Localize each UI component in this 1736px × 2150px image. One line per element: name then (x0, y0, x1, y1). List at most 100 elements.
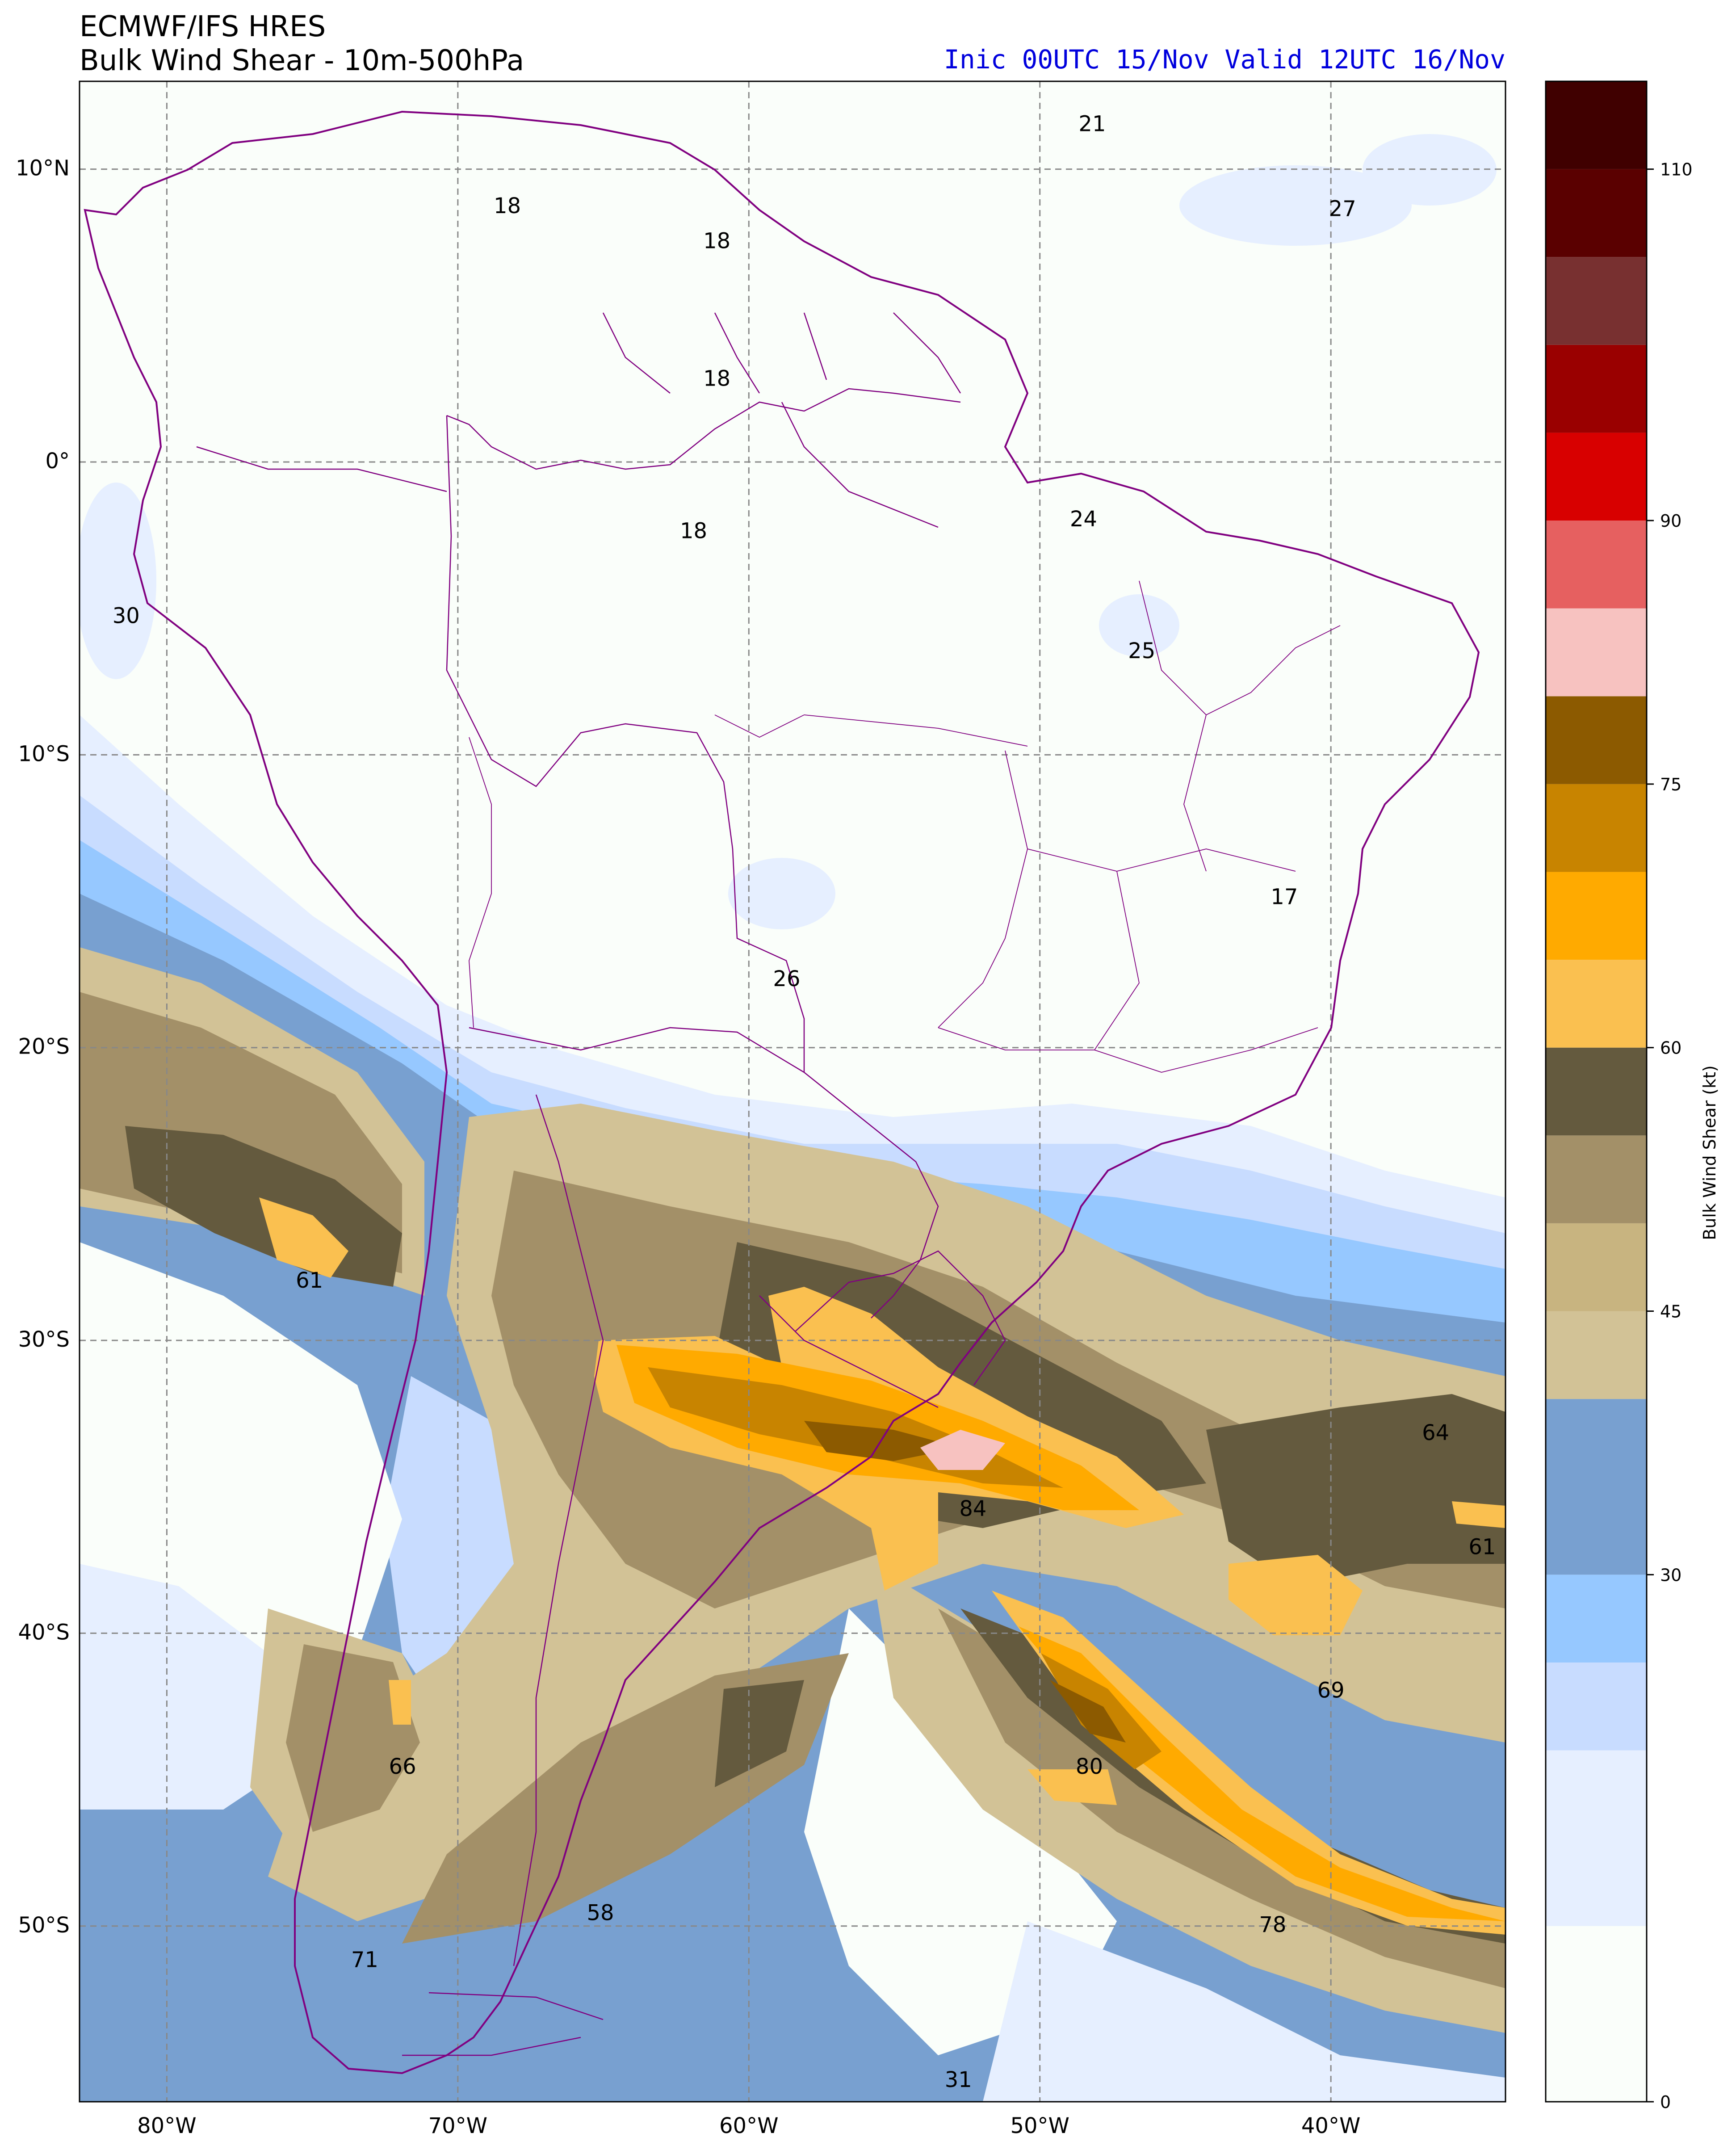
country-border (759, 1295, 939, 1408)
colorbar-tick-label: 90 (1660, 511, 1681, 531)
longitude-tick-label: 50°W (1010, 2113, 1069, 2138)
colorbar-label: Bulk Wind Shear (kt) (1700, 1065, 1719, 1240)
country-border (402, 1992, 604, 2056)
value-label: 17 (1271, 884, 1298, 909)
latitude-labels: 10°N 0° 10°S 20°S 30°S 40°S 50°S (16, 156, 70, 1938)
country-border (196, 446, 447, 492)
shear-field (80, 134, 1505, 2102)
value-label: 26 (773, 966, 800, 991)
longitude-labels: 80°W 70°W 60°W 50°W 40°W (137, 2113, 1360, 2138)
shear-band-60 (389, 1680, 411, 1725)
longitude-tick-label: 60°W (719, 2113, 779, 2138)
shear-band-60 (1452, 1501, 1505, 1528)
value-label: 84 (959, 1496, 986, 1521)
latitude-tick-label: 50°S (18, 1913, 70, 1938)
low-shear-patch (983, 1921, 1505, 2102)
latitude-tick-label: 10°S (18, 741, 70, 766)
value-label: 61 (296, 1268, 323, 1293)
shear-band-75 (804, 1421, 960, 1461)
shear-band-75 (1050, 1680, 1126, 1743)
value-label: 66 (389, 1754, 416, 1779)
shear-band-60 (992, 1591, 1505, 1935)
country-border (513, 1094, 604, 1966)
shear-band-50 (286, 1644, 420, 1832)
value-label: 30 (113, 603, 140, 628)
longitude-tick-label: 80°W (137, 2113, 197, 2138)
country-border (446, 388, 961, 470)
colorbar-segment (1546, 1926, 1647, 2102)
value-label: 69 (1317, 1678, 1345, 1703)
country-border (469, 1027, 805, 1073)
value-label: 64 (1422, 1420, 1449, 1445)
colorbar-segment (1546, 608, 1647, 697)
shear-patch-20 (1099, 594, 1179, 657)
map-frame (79, 80, 1506, 2103)
colorbar-tick-label: 45 (1660, 1302, 1681, 1322)
country-border (795, 1250, 1006, 1386)
colorbar-segment (1546, 1662, 1647, 1751)
value-label: 18 (494, 193, 521, 218)
shear-band-80 (920, 1430, 1005, 1470)
country-border (714, 580, 1341, 1073)
shear-patch-20 (1179, 165, 1412, 246)
country-border (469, 737, 492, 1028)
shear-band-55 (715, 1680, 804, 1787)
colorbar-segment (1546, 696, 1647, 784)
colorbar-segment (1546, 521, 1647, 609)
value-label: 27 (1329, 196, 1356, 221)
product-title: Bulk Wind Shear - 10m-500hPa (80, 44, 524, 77)
shear-band-60 (1027, 1769, 1117, 1805)
colorbar-tick-label: 75 (1660, 775, 1681, 794)
colorbar-frame (1545, 80, 1648, 2103)
colorbar-tick-label: 110 (1660, 160, 1693, 180)
shear-band-60 (1229, 1555, 1363, 1635)
graticule (80, 81, 1505, 2102)
colorbar-segment (1546, 1135, 1647, 1223)
value-label: 80 (1076, 1754, 1103, 1779)
value-label: 25 (1128, 638, 1155, 663)
low-shear-patch (80, 1564, 290, 1810)
value-label: 58 (587, 1901, 614, 1926)
shear-band-65 (1019, 1626, 1505, 1921)
colorbar-segment (1546, 257, 1647, 345)
value-label: 71 (351, 1947, 378, 1972)
value-label: 18 (680, 518, 707, 543)
country-border (602, 312, 961, 394)
colorbar-segment (1546, 433, 1647, 521)
colorbar-segment (1546, 344, 1647, 433)
value-label: 21 (1078, 111, 1106, 136)
value-label: 31 (945, 2067, 972, 2092)
country-border (446, 415, 939, 1319)
colorbar-segment (1546, 872, 1647, 960)
colorbar-segment (1546, 784, 1647, 872)
valid-time-label: Inic 00UTC 15/Nov Valid 12UTC 16/Nov (943, 44, 1505, 75)
colorbar-segment (1546, 960, 1647, 1048)
colorbar-tick-label: 30 (1660, 1565, 1681, 1585)
latitude-tick-label: 30°S (18, 1327, 70, 1352)
latitude-tick-label: 40°S (18, 1620, 70, 1645)
model-title: ECMWF/IFS HRES (80, 10, 326, 43)
shear-patch-20 (728, 858, 835, 929)
value-labels: 21 27 18 18 18 18 24 30 25 17 26 61 64 84 61 69 66 80 58 78… (113, 111, 1496, 2092)
shear-band-60 (259, 1197, 348, 1278)
latitude-tick-label: 0° (45, 449, 70, 474)
value-label: 18 (703, 366, 730, 391)
value-label: 61 (1468, 1534, 1496, 1559)
colorbar-segment (1546, 1575, 1647, 1663)
value-label: 24 (1070, 507, 1097, 532)
colorbar-segment (1546, 1311, 1647, 1399)
colorbar-segment (1546, 1399, 1647, 1575)
coastline (84, 110, 1480, 2074)
colorbar: 0 30 45 60 75 90 110 (1545, 80, 1693, 2112)
borders (84, 110, 1480, 2074)
shear-band-55 (1206, 1394, 1505, 1586)
latitude-tick-label: 20°S (18, 1034, 70, 1059)
colorbar-tick-label: 0 (1660, 2092, 1671, 2112)
latitude-tick-label: 10°N (16, 156, 70, 181)
colorbar-segment (1546, 1047, 1647, 1136)
longitude-tick-label: 40°W (1301, 2113, 1361, 2138)
colorbar-tick-label: 60 (1660, 1038, 1681, 1058)
colorbar-segment (1546, 169, 1647, 257)
